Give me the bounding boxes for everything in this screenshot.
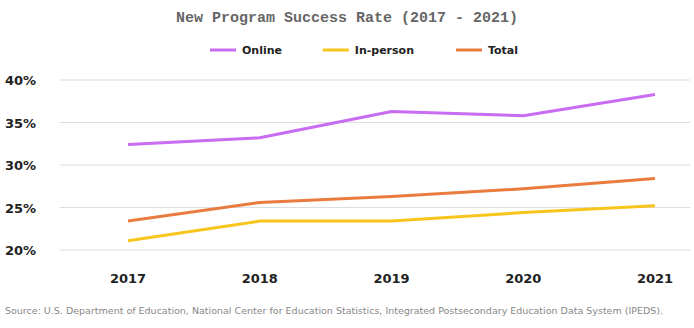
legend-swatch — [323, 49, 349, 52]
source: Source: U.S. Department of Education, Na… — [5, 305, 663, 316]
y-tick-label: 35% — [5, 116, 36, 131]
y-tick-label: 30% — [5, 158, 36, 173]
legend-swatch — [210, 49, 236, 52]
y-tick-label: 20% — [5, 243, 36, 258]
legend-label: Online — [242, 44, 282, 57]
x-tick-label: 2019 — [373, 271, 409, 286]
grid-line — [60, 165, 690, 166]
x-tick-label: 2018 — [242, 271, 278, 286]
x-tick-label: 2017 — [110, 271, 146, 286]
legend-swatch — [456, 49, 482, 52]
chart-svg: New Program Success Rate (2017 - 2021) 20… — [0, 0, 694, 328]
legend: Online In-person Total — [210, 44, 518, 57]
legend-label: Total — [488, 44, 518, 57]
series-line — [128, 94, 655, 144]
y-tick-label: 25% — [5, 201, 36, 216]
grid-line — [60, 250, 690, 251]
series-line — [128, 179, 655, 222]
grid-line — [60, 122, 690, 123]
y-tick-label: 40% — [5, 73, 36, 88]
grid-line — [60, 80, 690, 81]
chart-container: New Program Success Rate (2017 - 2021) 20… — [0, 0, 694, 328]
legend-label: In-person — [355, 44, 414, 57]
x-tick-label: 2021 — [637, 271, 673, 286]
series-group — [128, 94, 655, 240]
x-tick-label: 2020 — [505, 271, 541, 286]
title: New Program Success Rate (2017 - 2021) — [176, 10, 518, 27]
